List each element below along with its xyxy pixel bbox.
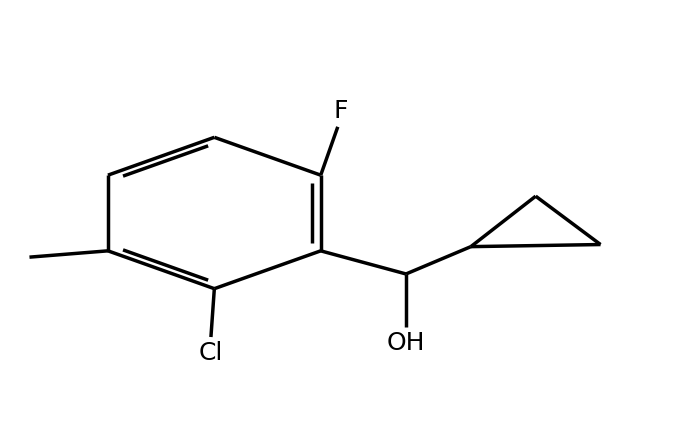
Text: OH: OH bbox=[387, 331, 425, 355]
Text: Cl: Cl bbox=[199, 341, 223, 365]
Text: F: F bbox=[334, 99, 348, 124]
